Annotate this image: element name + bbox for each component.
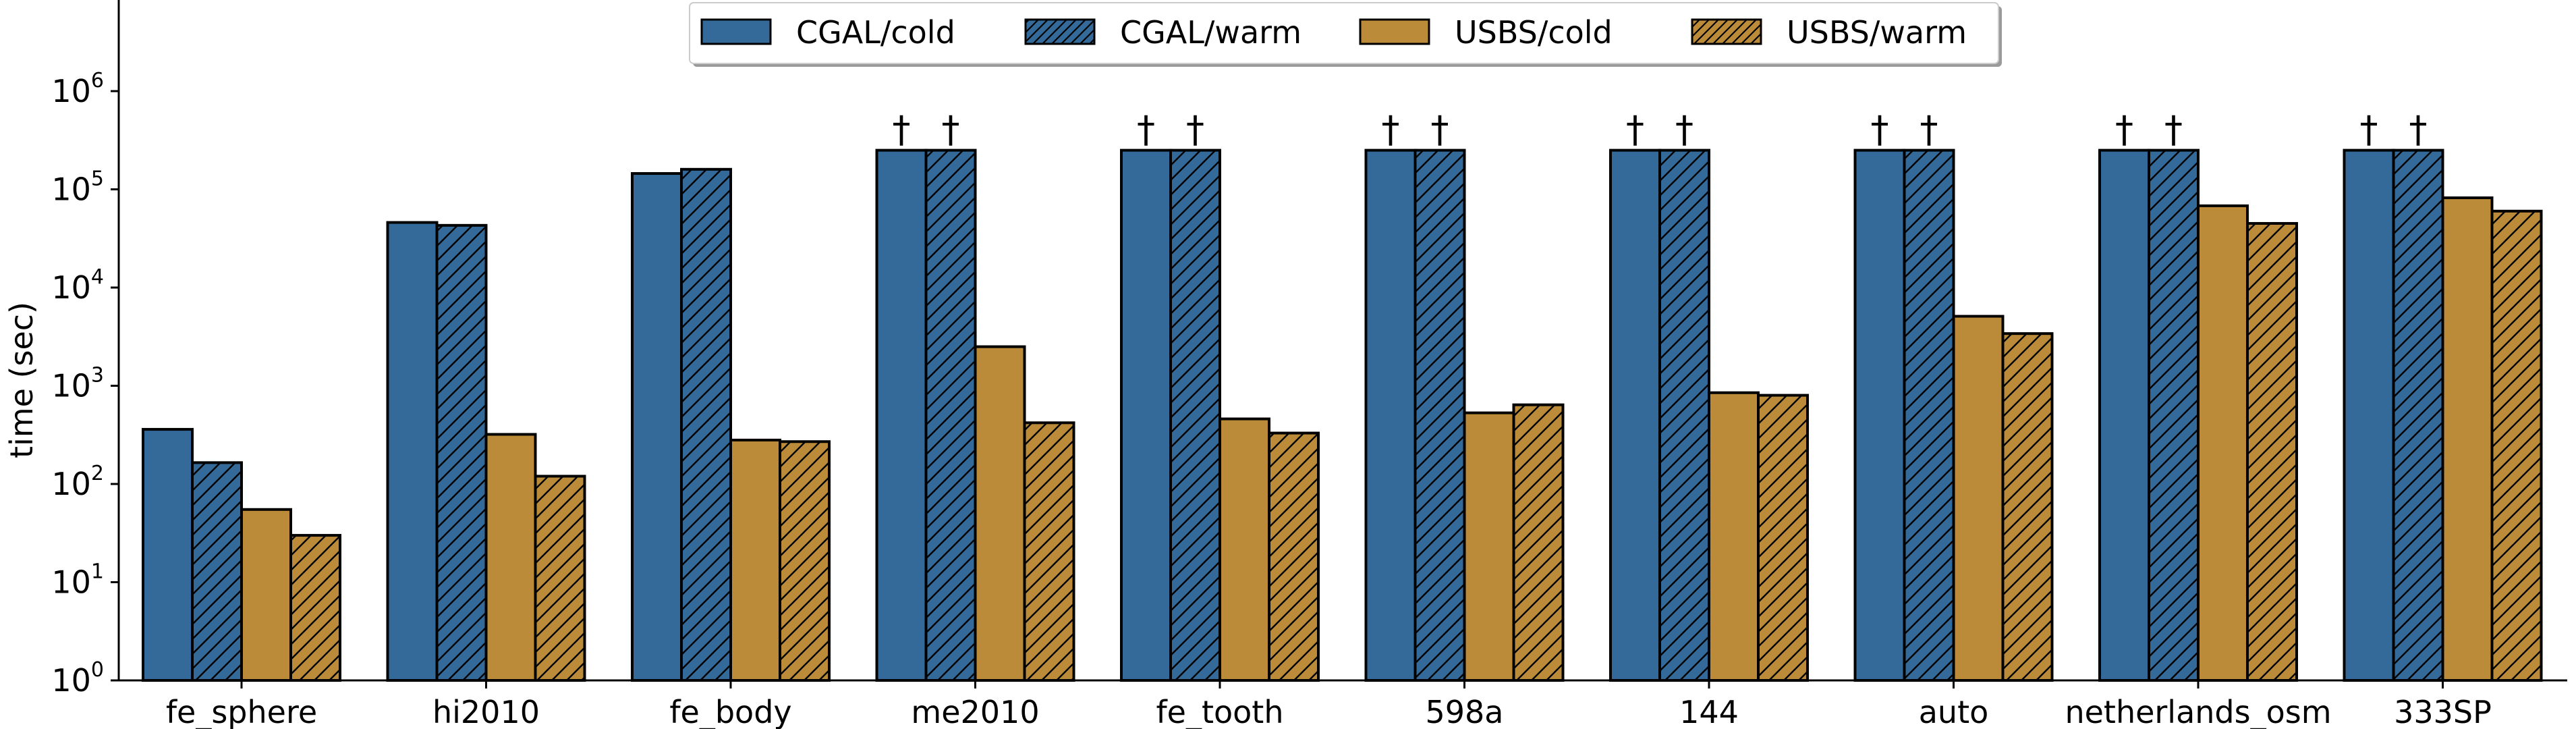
x-tick-label: hi2010	[432, 694, 540, 729]
legend-label: CGAL/warm	[1120, 14, 1301, 51]
bar-cgal-cold	[142, 428, 194, 682]
legend-swatch	[1024, 18, 1096, 45]
bar-cgal-cold	[1853, 148, 1906, 682]
y-tick-label: 102	[51, 462, 104, 502]
timeout-dagger: †	[1137, 109, 1155, 151]
bar-usbs-warm	[534, 475, 586, 682]
bar-usbs-warm	[1757, 394, 1809, 682]
timeout-dagger: †	[1920, 109, 1938, 151]
x-tick-label: me2010	[911, 694, 1039, 729]
x-tick-label: fe_sphere	[166, 694, 317, 729]
x-tick-label: auto	[1919, 694, 1989, 729]
bar-cgal-warm	[435, 223, 488, 682]
bar-cgal-cold	[1609, 148, 1661, 682]
x-tick-label: 144	[1679, 694, 1739, 729]
bar-usbs-cold	[1463, 411, 1515, 682]
bar-cgal-warm	[924, 148, 977, 682]
legend-label: USBS/warm	[1787, 14, 1967, 51]
y-tick-label: 105	[51, 167, 104, 208]
timeout-dagger: †	[1871, 109, 1889, 151]
bar-cgal-cold	[1120, 148, 1172, 682]
y-axis-ticks: 100 101 102 103 104 105 106	[51, 69, 119, 699]
bar-cgal-cold	[875, 148, 928, 682]
bar-cgal-cold	[386, 221, 439, 682]
timeout-dagger: †	[942, 109, 960, 151]
bar-usbs-cold	[974, 345, 1026, 682]
bar-cgal-cold	[1364, 148, 1417, 682]
timeout-dagger: †	[2409, 109, 2428, 151]
bar-usbs-warm	[2490, 209, 2543, 682]
legend[interactable]: CGAL/cold CGAL/warm USBS/cold USBS/warm	[689, 2, 2002, 67]
x-tick-label: fe_body	[669, 694, 791, 729]
bars-group	[142, 148, 2543, 682]
bar-usbs-cold	[2441, 196, 2494, 682]
timeout-markers: † † † † † † † † † † † † † †	[893, 109, 2428, 151]
legend-entry-usbs-warm[interactable]: USBS/warm	[1691, 14, 1967, 51]
bar-usbs-warm	[1023, 421, 1075, 682]
legend-frame	[689, 2, 1999, 64]
bar-usbs-cold	[729, 438, 781, 682]
bar-usbs-warm	[779, 440, 831, 682]
legend-label: CGAL/cold	[796, 14, 955, 51]
timeout-dagger: †	[1431, 109, 1449, 151]
bar-cgal-warm	[2392, 148, 2444, 682]
y-tick-label: 104	[51, 265, 104, 306]
x-tick-label: 598a	[1426, 694, 1504, 729]
timeout-dagger: †	[1382, 109, 1400, 151]
y-tick-label: 100	[51, 658, 104, 699]
timeout-dagger: †	[1626, 109, 1644, 151]
timeout-dagger: †	[1186, 109, 1204, 151]
bar-cgal-warm	[1903, 148, 1955, 682]
legend-label: USBS/cold	[1455, 14, 1613, 51]
timeout-dagger: †	[2164, 109, 2183, 151]
legend-swatch	[700, 18, 772, 45]
x-tick-label: netherlands_osm	[2065, 694, 2331, 729]
bar-usbs-warm	[1512, 403, 1565, 682]
timeout-dagger: †	[2360, 109, 2378, 151]
x-tick-label: 333SP	[2394, 694, 2492, 729]
y-tick-label: 101	[51, 560, 104, 601]
bar-cgal-cold	[631, 172, 683, 682]
plot-area: † † † † † † † † † † † † † † 100 101 102 103 104 105 106 fe_…	[51, 0, 2567, 729]
y-tick-label: 103	[51, 364, 104, 404]
legend-swatch	[1359, 18, 1430, 45]
bar-cgal-warm	[2148, 148, 2200, 682]
bar-cgal-warm	[1169, 148, 1221, 682]
y-tick-label: 106	[51, 69, 104, 109]
bar-usbs-cold	[1219, 417, 1270, 682]
timeout-dagger: †	[1675, 109, 1693, 151]
legend-entry-usbs-cold[interactable]: USBS/cold	[1359, 14, 1613, 51]
bar-usbs-warm	[2001, 332, 2054, 682]
bar-cgal-warm	[1413, 148, 1466, 682]
legend-entry-cgal-warm[interactable]: CGAL/warm	[1024, 14, 1301, 51]
bar-cgal-cold	[2343, 148, 2395, 682]
bar-cgal-warm	[191, 461, 243, 682]
x-tick-label: fe_tooth	[1156, 694, 1283, 729]
y-axis-label: time (sec)	[3, 302, 40, 458]
bar-usbs-cold	[240, 508, 292, 682]
bar-cgal-warm	[680, 167, 732, 682]
bar-usbs-warm	[289, 534, 341, 682]
bar-usbs-cold	[2197, 204, 2249, 682]
timeout-dagger: †	[2115, 109, 2133, 151]
bar-usbs-warm	[2246, 221, 2298, 682]
legend-entry-cgal-cold[interactable]: CGAL/cold	[700, 14, 955, 51]
bar-usbs-cold	[484, 433, 537, 682]
timeout-dagger: †	[893, 109, 911, 151]
legend-swatch	[1691, 18, 1762, 45]
bar-usbs-cold	[1952, 315, 2005, 682]
bar-usbs-warm	[1268, 431, 1320, 682]
bar-cgal-cold	[2098, 148, 2150, 682]
x-axis-ticks: fe_sphere hi2010 fe_body me2010 fe_tooth 598a…	[166, 680, 2492, 729]
bar-usbs-cold	[1708, 391, 1760, 682]
bar-cgal-warm	[1658, 148, 1710, 682]
